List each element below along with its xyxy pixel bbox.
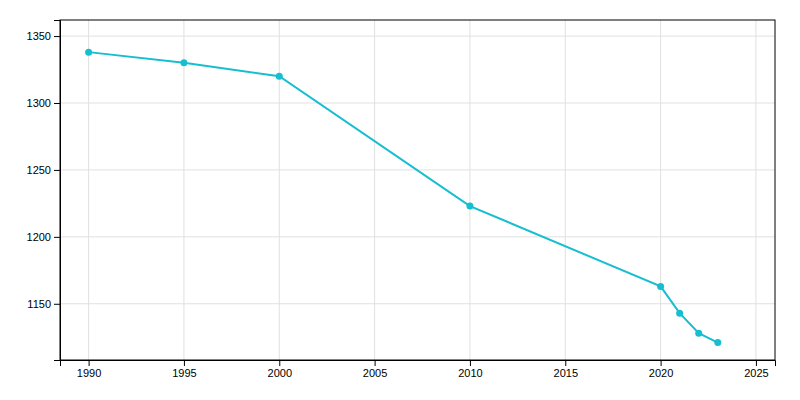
y-tick: 1150 [27, 298, 60, 310]
grid-line-y [60, 36, 775, 37]
grid-line-x [279, 20, 280, 360]
x-tick: 2000 [268, 360, 292, 379]
line [89, 52, 718, 342]
point [714, 339, 721, 346]
y-tick: 1250 [27, 164, 60, 176]
y-tick: 1350 [27, 30, 60, 42]
x-tick-mark [279, 360, 280, 366]
point [695, 330, 702, 337]
x-tick-label: 2000 [268, 367, 292, 379]
y-tick-label: 1350 [27, 30, 51, 42]
x-tick-mark [375, 360, 376, 366]
x-tick-mark [661, 360, 662, 366]
x-axis-line [61, 361, 776, 367]
point [657, 283, 664, 290]
x-tick-label: 2005 [363, 367, 387, 379]
grid-line-x [755, 20, 756, 360]
plot: 1990 1995 2000 2005 2010 2015 2020 2025 1150 1200… [27, 20, 776, 379]
x-tick-mark [470, 360, 471, 366]
x-tick: 1995 [172, 360, 196, 379]
y-tick-mark [54, 36, 60, 37]
y-tick-label: 1250 [27, 164, 51, 176]
x-tick: 2010 [458, 360, 482, 379]
grid-line-y [60, 303, 775, 304]
grid-line-x [88, 20, 89, 360]
y-tick-mark [54, 170, 60, 171]
x-tick-mark [184, 360, 185, 366]
x-tick-label: 1990 [77, 367, 101, 379]
x-tick: 2025 [744, 360, 768, 379]
x-axis: 1990 1995 2000 2005 2010 2015 2020 2025 [61, 360, 776, 379]
grid-line-y [60, 102, 775, 103]
x-tick: 2020 [649, 360, 673, 379]
point [85, 49, 92, 56]
x-tick-label: 2020 [649, 367, 673, 379]
y-tick-mark [54, 103, 60, 104]
plot-frame [60, 20, 775, 360]
x-tick-mark [756, 360, 757, 366]
x-tick-label: 2015 [554, 367, 578, 379]
x-tick: 1990 [77, 360, 101, 379]
y-tick-label: 1200 [27, 231, 51, 243]
grid-line-x [660, 20, 661, 360]
x-tick-label: 2025 [744, 367, 768, 379]
y-tick: 1200 [27, 231, 60, 243]
x-tick-mark [89, 360, 90, 366]
point [180, 59, 187, 66]
point [466, 203, 473, 210]
grid-line-x [183, 20, 184, 360]
x-tick-label: 1995 [172, 367, 196, 379]
grid-line-x [565, 20, 566, 360]
y-tick-mark [54, 237, 60, 238]
marks [85, 49, 721, 346]
x-tick-mark [565, 360, 566, 366]
y-axis: 1150 1200 1250 1300 1350 [27, 21, 61, 361]
y-axis-line [54, 21, 61, 361]
y-tick-label: 1300 [27, 97, 51, 109]
grid-line-x [374, 20, 375, 360]
y-tick-label: 1150 [27, 298, 51, 310]
x-tick: 2015 [554, 360, 578, 379]
grid-line-y [60, 236, 775, 237]
grid [60, 20, 775, 360]
y-tick-mark [54, 304, 60, 305]
grid-line-x [469, 20, 470, 360]
x-tick: 2005 [363, 360, 387, 379]
chart: 1990 1995 2000 2005 2010 2015 2020 2025 1150 1200… [0, 0, 800, 400]
point [276, 73, 283, 80]
y-tick: 1300 [27, 97, 60, 109]
x-tick-label: 2010 [458, 367, 482, 379]
point [676, 310, 683, 317]
